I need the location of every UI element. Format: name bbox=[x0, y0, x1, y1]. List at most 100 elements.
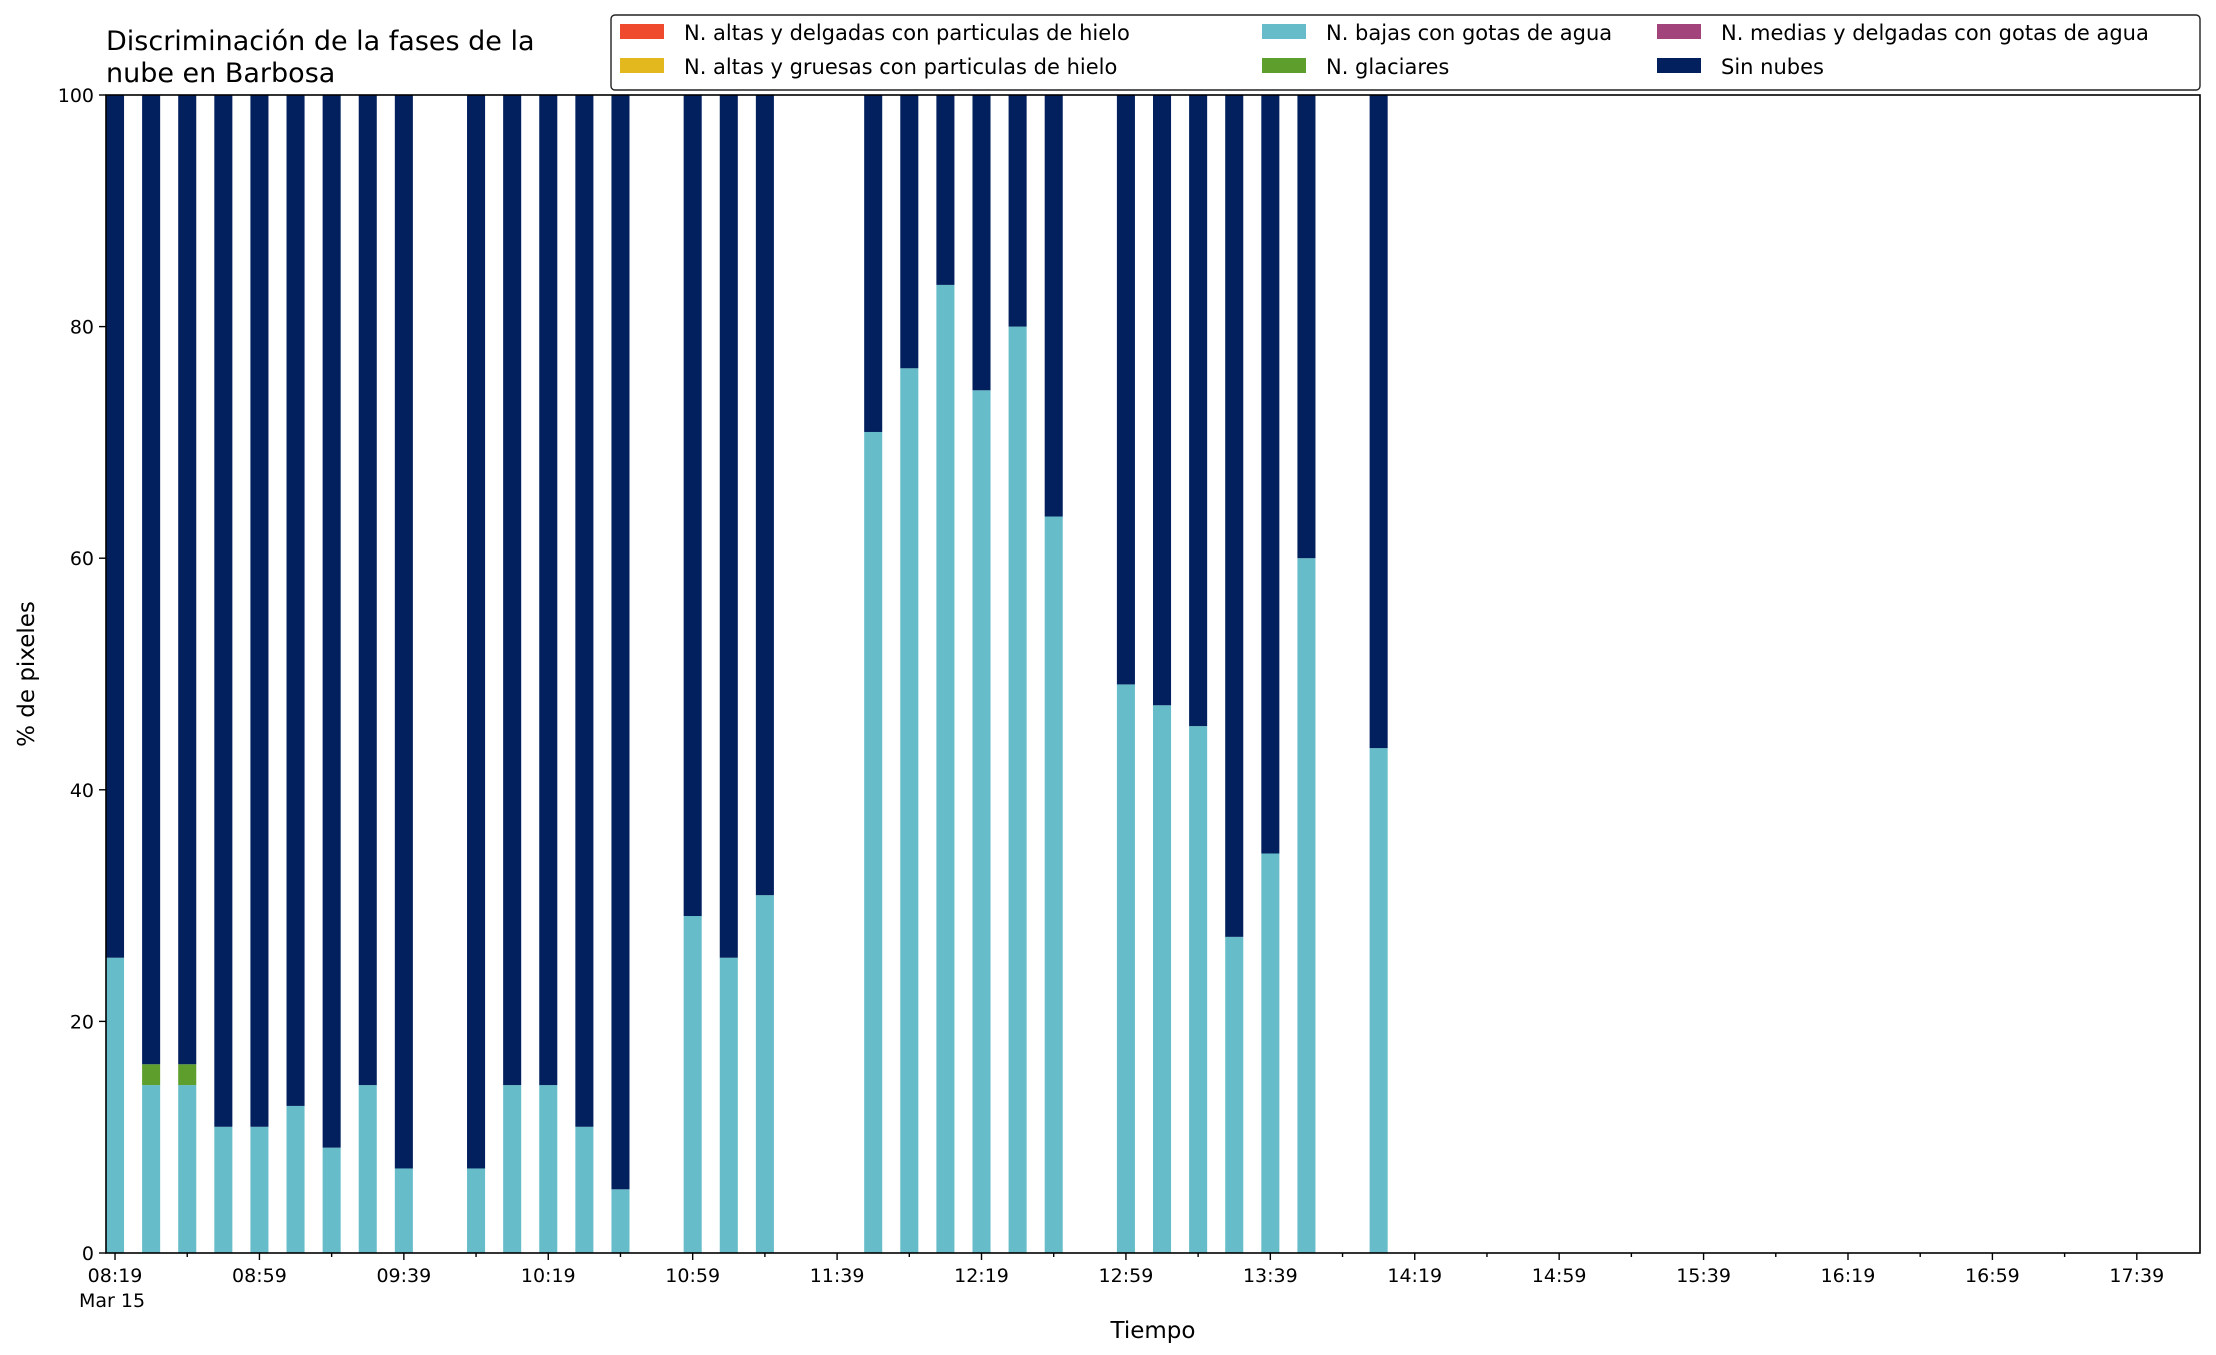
bar-segment bbox=[1369, 748, 1388, 1253]
bar-segment bbox=[1116, 684, 1135, 1253]
x-tick-label: 11:39 bbox=[810, 1265, 865, 1287]
y-tick-label: 80 bbox=[70, 317, 94, 339]
x-tick-label: 14:19 bbox=[1387, 1265, 1442, 1287]
bar-segment bbox=[142, 1085, 161, 1253]
x-tick-label: 14:59 bbox=[1532, 1265, 1587, 1287]
bar-segment bbox=[1225, 95, 1244, 937]
bar-segment bbox=[1261, 853, 1280, 1253]
bar-segment bbox=[322, 95, 341, 1148]
legend-swatch bbox=[1262, 58, 1306, 73]
x-date-label: Mar 15 bbox=[79, 1290, 145, 1312]
bar-segment bbox=[1225, 936, 1244, 1253]
bar-segment bbox=[503, 1085, 522, 1253]
bar-segment bbox=[1153, 705, 1172, 1253]
bar-segment bbox=[142, 95, 161, 1065]
bar-segment bbox=[900, 95, 919, 369]
bar-segment bbox=[575, 95, 594, 1127]
bar-segment bbox=[467, 95, 486, 1169]
bar-segment bbox=[1261, 95, 1280, 854]
plot-frame bbox=[105, 94, 2201, 1254]
bar-segment bbox=[106, 957, 125, 1253]
bar-segment bbox=[900, 368, 919, 1254]
y-tick-label: 40 bbox=[70, 780, 94, 802]
bar-segment bbox=[972, 390, 991, 1253]
x-tick-label: 13:39 bbox=[1243, 1265, 1298, 1287]
y-tick-label: 60 bbox=[70, 548, 94, 570]
bar-segment bbox=[178, 1085, 197, 1253]
x-tick-label: 16:59 bbox=[1965, 1265, 2020, 1287]
axes-layer: 0 20 40 60 80 100 08:19 08:59 09:39 10:19 10:59 11:… bbox=[58, 85, 2164, 1312]
bar-segment bbox=[286, 95, 305, 1106]
bar-segment bbox=[286, 1105, 305, 1253]
bar-segment bbox=[719, 957, 738, 1253]
legend-swatch bbox=[1657, 58, 1701, 73]
chart-title-line: nube en Barbosa bbox=[106, 58, 335, 89]
legend-swatch bbox=[1657, 24, 1701, 39]
x-tick-label: 08:19 bbox=[88, 1265, 143, 1287]
bar-segment bbox=[1189, 726, 1208, 1253]
bar-segment bbox=[611, 95, 630, 1190]
bar-segment bbox=[503, 95, 522, 1086]
bar-segment bbox=[719, 95, 738, 958]
bar-segment bbox=[936, 95, 955, 285]
bar-segment bbox=[467, 1168, 486, 1253]
bar-segment bbox=[358, 95, 377, 1086]
bar-segment bbox=[683, 916, 702, 1253]
bar-segment bbox=[250, 1126, 269, 1253]
bar-segment bbox=[1297, 95, 1316, 559]
bar-segment bbox=[611, 1189, 630, 1253]
bar-segment bbox=[214, 95, 233, 1127]
legend-box bbox=[610, 14, 2201, 91]
bar-segment bbox=[1116, 95, 1135, 685]
legend-label: N. altas y gruesas con particulas de hie… bbox=[684, 55, 1117, 79]
bar-segment bbox=[178, 1064, 197, 1086]
bar-segment bbox=[539, 1085, 558, 1253]
legend-label: N. bajas con gotas de agua bbox=[1326, 21, 1612, 45]
x-tick-label: 12:59 bbox=[1099, 1265, 1154, 1287]
y-tick-label: 20 bbox=[70, 1011, 94, 1033]
bar-segment bbox=[755, 895, 774, 1253]
legend-label: Sin nubes bbox=[1721, 55, 1824, 79]
x-tick-label: 12:19 bbox=[954, 1265, 1009, 1287]
legend-label: N. altas y delgadas con particulas de hi… bbox=[684, 21, 1130, 45]
bar-segment bbox=[178, 95, 197, 1065]
bar-segment bbox=[936, 284, 955, 1253]
legend-swatch bbox=[620, 24, 664, 39]
bar-segment bbox=[106, 95, 125, 958]
x-tick-label: 15:39 bbox=[1676, 1265, 1731, 1287]
x-tick-label: 08:59 bbox=[232, 1265, 287, 1287]
bar-segment bbox=[1153, 95, 1172, 706]
bar-segment bbox=[1008, 95, 1027, 327]
legend-swatch bbox=[1262, 24, 1306, 39]
bar-segment bbox=[322, 1147, 341, 1253]
chart-title-line: Discriminación de la fases de la bbox=[106, 26, 535, 57]
bar-segment bbox=[1044, 95, 1063, 517]
bar-segment bbox=[250, 95, 269, 1127]
bar-segment bbox=[1369, 95, 1388, 749]
bar-segment bbox=[1044, 516, 1063, 1253]
chart-title: Discriminación de la fases de la nube en … bbox=[106, 26, 535, 89]
legend: N. altas y delgadas con particulas de hi… bbox=[610, 14, 2201, 91]
bar-segment bbox=[1189, 95, 1208, 727]
bar-segment bbox=[755, 95, 774, 896]
x-tick-label: 16:19 bbox=[1821, 1265, 1876, 1287]
legend-label: N. glaciares bbox=[1326, 55, 1449, 79]
bar-segment bbox=[358, 1085, 377, 1253]
bar-segment bbox=[1008, 326, 1027, 1254]
bar-segment bbox=[864, 431, 883, 1253]
x-axis-label: Tiempo bbox=[1110, 1318, 1196, 1344]
bar-segment bbox=[575, 1126, 594, 1253]
bar-segment bbox=[683, 95, 702, 917]
y-tick-label: 100 bbox=[58, 85, 94, 107]
bar-segment bbox=[972, 95, 991, 391]
x-tick-label: 10:19 bbox=[521, 1265, 576, 1287]
bar-segment bbox=[142, 1064, 161, 1086]
bar-segment bbox=[864, 95, 883, 432]
bar-segment bbox=[394, 95, 413, 1169]
legend-label: N. medias y delgadas con gotas de agua bbox=[1721, 21, 2149, 45]
x-tick-label: 09:39 bbox=[376, 1265, 431, 1287]
legend-swatch bbox=[620, 58, 664, 73]
bar-segment bbox=[394, 1168, 413, 1253]
x-tick-label: 17:39 bbox=[2109, 1265, 2164, 1287]
bar-segment bbox=[539, 95, 558, 1086]
